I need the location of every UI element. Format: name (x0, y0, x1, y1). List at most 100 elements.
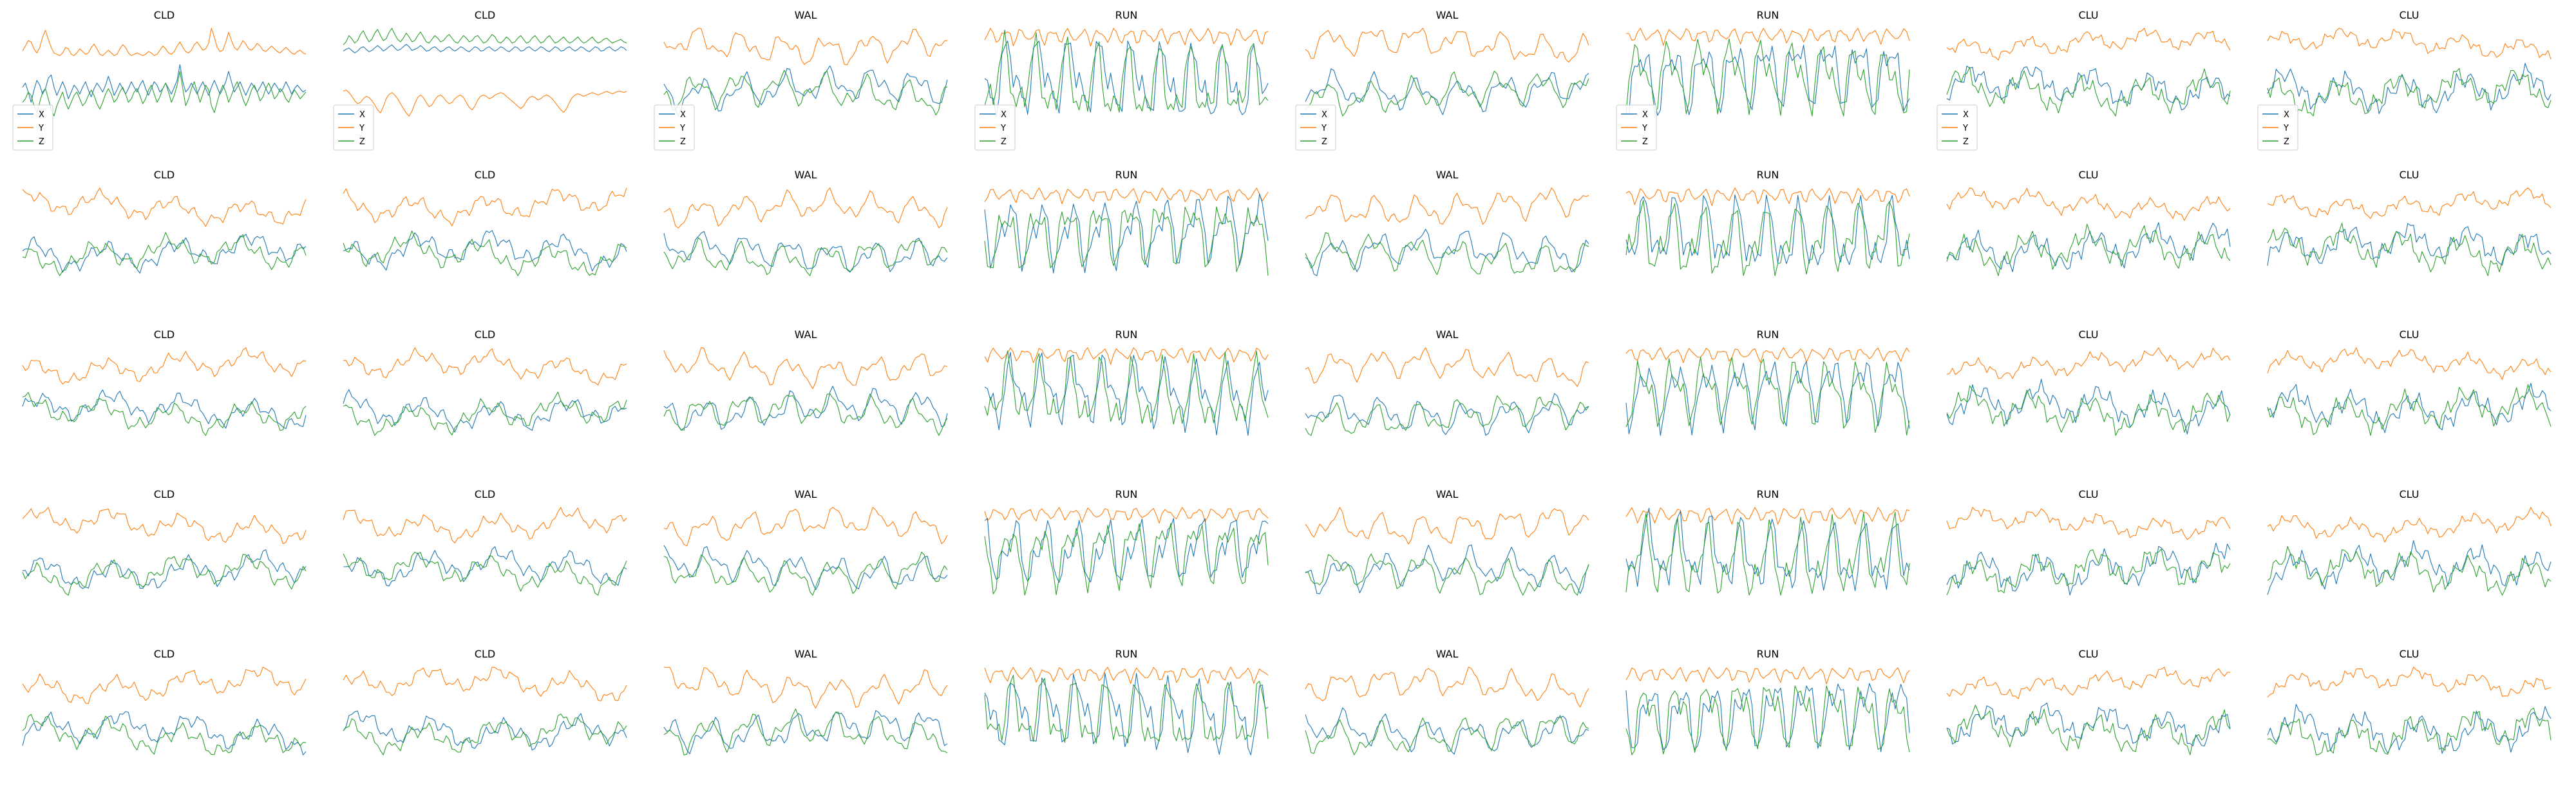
series-line-x (22, 234, 307, 274)
subplot-r3-c4: RUN (984, 328, 1269, 436)
subplot-r5-c1: CLD (22, 648, 307, 755)
series-line-y (2267, 507, 2552, 543)
series-line-z (1625, 200, 1910, 276)
series-line-x (343, 230, 627, 272)
series-line-x (1305, 544, 1589, 594)
series-line-x (343, 389, 627, 433)
series-line-y (1946, 187, 2231, 221)
series-line-y (984, 507, 1269, 524)
legend: XYZ (333, 104, 374, 151)
subplot-title: WAL (795, 648, 817, 660)
series-line-y (1625, 28, 1910, 46)
series-line-z (22, 714, 307, 755)
legend-label-y: Y (359, 124, 365, 133)
series-line-z (984, 30, 1269, 113)
subplot-title: RUN (1757, 169, 1779, 181)
series-line-z (343, 392, 627, 436)
series-line-x (343, 44, 627, 53)
series-line-x (343, 710, 627, 751)
legend: XYZ (12, 104, 53, 151)
subplot-r2-c6: RUN (1625, 169, 1910, 276)
series-line-x (22, 64, 307, 103)
series-line-z (1305, 70, 1589, 117)
subplot-title: CLD (154, 328, 175, 341)
series-line-x (984, 193, 1269, 274)
series-line-y (343, 507, 627, 544)
legend-label-y: Y (1642, 124, 1647, 133)
legend-label-x: X (2284, 110, 2289, 120)
series-line-z (663, 708, 948, 755)
series-line-z (984, 206, 1269, 276)
subplot-title: WAL (1436, 488, 1459, 500)
series-line-x (1305, 707, 1589, 755)
legend-label-z: Z (1642, 137, 1648, 147)
series-line-y (2267, 347, 2552, 380)
series-line-z (22, 554, 307, 596)
subplot-r5-c2: CLD (343, 648, 627, 755)
subplot-r3-c2: CLD (343, 328, 627, 436)
subplot-title: CLD (475, 9, 495, 21)
subplot-title: WAL (795, 328, 817, 341)
series-line-x (984, 352, 1269, 436)
subplot-title: WAL (795, 169, 817, 181)
series-line-x (1625, 361, 1910, 436)
series-line-z (1625, 511, 1910, 596)
series-line-y (22, 347, 307, 384)
subplot-r4-c5: WAL (1305, 488, 1589, 596)
subplot-r4-c1: CLD (22, 488, 307, 596)
series-line-z (1305, 232, 1589, 275)
subplot-title: RUN (1757, 9, 1779, 21)
subplot-r4-c3: WAL (663, 488, 948, 596)
subplot-r1-c6: RUN XYZ (1616, 9, 1910, 151)
series-line-z (2267, 222, 2552, 276)
subplot-title: CLD (475, 169, 495, 181)
subplot-title: CLD (154, 9, 175, 21)
subplot-r1-c8: CLU XYZ (2257, 9, 2552, 151)
subplot-title: CLD (475, 648, 495, 660)
subplot-r3-c8: CLU (2267, 328, 2552, 436)
subplot-title: WAL (1436, 648, 1459, 660)
subplot-r4-c7: CLU (1946, 488, 2231, 596)
series-line-z (663, 393, 948, 436)
series-line-z (343, 28, 627, 46)
legend: XYZ (1295, 104, 1336, 151)
subplot-title: CLU (2079, 648, 2099, 660)
legend-label-y: Y (2283, 124, 2289, 133)
series-line-x (1625, 194, 1910, 265)
subplot-r2-c8: CLU (2267, 169, 2552, 276)
series-line-z (2267, 68, 2552, 117)
subplot-r1-c2: CLD XYZ (333, 9, 627, 151)
series-line-z (984, 523, 1269, 596)
series-line-z (2267, 384, 2552, 436)
series-line-y (1305, 507, 1589, 545)
series-line-z (984, 350, 1269, 425)
series-line-y (663, 667, 948, 709)
subplot-r4-c4: RUN (984, 488, 1269, 596)
legend: XYZ (974, 104, 1016, 151)
series-line-z (1625, 685, 1910, 755)
subplot-r3-c3: WAL (663, 328, 948, 436)
series-line-z (22, 392, 307, 436)
series-line-x (1946, 542, 2231, 596)
legend-label-z: Z (1321, 137, 1327, 147)
series-line-y (2267, 187, 2552, 219)
series-line-y (1625, 667, 1910, 685)
series-line-y (22, 667, 307, 705)
legend: XYZ (1937, 104, 1978, 151)
subplot-r3-c5: WAL (1305, 328, 1589, 436)
subplot-r2-c5: WAL (1305, 169, 1589, 276)
subplot-r1-c3: WAL XYZ (654, 9, 948, 151)
series-line-z (1946, 223, 2231, 276)
legend-label-z: Z (359, 137, 365, 147)
subplot-title: RUN (1757, 328, 1779, 341)
series-line-y (22, 187, 307, 227)
legend-label-x: X (680, 110, 686, 120)
series-line-y (2267, 667, 2552, 697)
series-line-y (1305, 667, 1589, 708)
series-line-x (984, 518, 1269, 583)
legend-label-y: Y (1321, 124, 1327, 133)
series-line-x (1946, 222, 2231, 272)
subplot-title: CLU (2400, 328, 2420, 341)
legend-label-z: Z (39, 137, 44, 147)
series-line-y (1625, 187, 1910, 207)
